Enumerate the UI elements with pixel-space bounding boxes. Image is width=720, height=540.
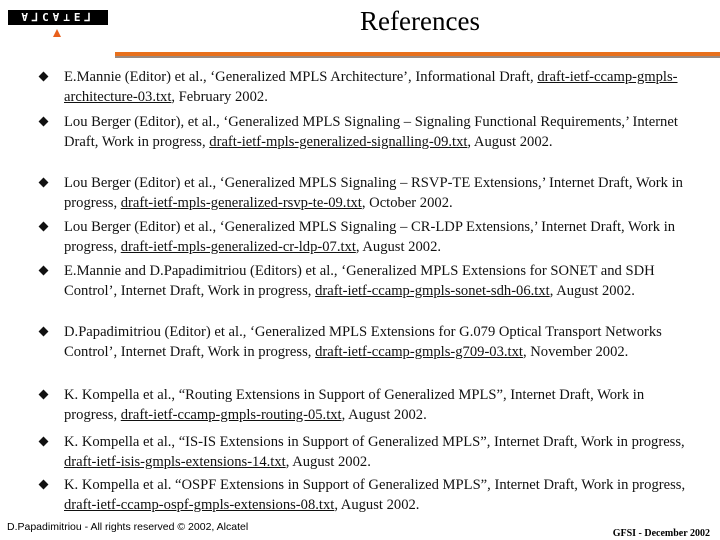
reference-text: K. Kompella et al., “Routing Extensions …	[64, 387, 645, 423]
reference-link[interactable]: draft-ietf-ccamp-gmpls-routing-05.txt	[120, 406, 342, 423]
reference-text: E.Mannie and D.Papadimitriou (Editors) e…	[64, 263, 655, 299]
reference-link[interactable]: draft-ietf-ccamp-gmpls-architecture-03.t…	[64, 69, 678, 105]
reference-text: , August 2002.	[355, 238, 442, 255]
reference-text: , August 2002.	[467, 133, 553, 150]
reference-link[interactable]: draft-ietf-ccamp-gmpls-sonet-sdh-06.txt	[315, 282, 550, 299]
reference-item: K. Kompella et al., “Routing Extensions …	[38, 386, 694, 425]
diamond-bullet-icon	[38, 116, 49, 127]
reference-text: E.Mannie (Editor) et al., ‘Generalized M…	[64, 69, 538, 85]
reference-text: K. Kompella et al. “OSPF Extensions in S…	[64, 477, 686, 493]
footer-copyright: D.Papadimitriou - All rights reserved © …	[7, 521, 249, 533]
reference-text: , August 2002.	[285, 453, 371, 470]
title-divider	[115, 52, 720, 58]
reference-text: D.Papadimitriou (Editor) et al., ‘Genera…	[64, 324, 662, 360]
reference-text: Lou Berger (Editor) et al., ‘Generalized…	[64, 175, 683, 211]
diamond-bullet-icon	[38, 265, 49, 276]
reference-item: Lou Berger (Editor) et al., ‘Generalized…	[38, 174, 694, 213]
reference-text: , November 2002.	[522, 343, 629, 360]
reference-text: K. Kompella et al., “IS-IS Extensions in…	[64, 434, 685, 450]
diamond-bullet-icon	[38, 177, 49, 188]
reference-item: D.Papadimitriou (Editor) et al., ‘Genera…	[38, 323, 694, 362]
alcatel-logo: ∀⅃C∀⊥E⅃	[8, 10, 108, 25]
reference-item: K. Kompella et al. “OSPF Extensions in S…	[38, 476, 694, 515]
reference-link[interactable]: draft-ietf-ccamp-gmpls-g709-03.txt	[315, 343, 523, 360]
reference-item: K. Kompella et al., “IS-IS Extensions in…	[38, 433, 694, 472]
reference-link[interactable]: draft-ietf-ccamp-ospf-gmpls-extensions-0…	[64, 496, 335, 513]
reference-text: , February 2002.	[171, 88, 268, 105]
reference-link[interactable]: draft-ietf-mpls-generalized-cr-ldp-07.tx…	[120, 238, 356, 255]
reference-text: Lou Berger (Editor) et al., ‘Generalized…	[64, 219, 676, 255]
page-title: References	[360, 6, 480, 36]
reference-text: , August 2002.	[334, 496, 420, 513]
diamond-bullet-icon	[38, 221, 49, 232]
reference-item: E.Mannie and D.Papadimitriou (Editors) e…	[38, 262, 694, 301]
reference-item: Lou Berger (Editor) et al., ‘Generalized…	[38, 218, 694, 257]
reference-link[interactable]: draft-ietf-mpls-generalized-rsvp-te-09.t…	[120, 194, 362, 211]
reference-link[interactable]: draft-ietf-isis-gmpls-extensions-14.txt	[64, 453, 286, 470]
reference-text: , October 2002.	[361, 194, 453, 211]
diamond-bullet-icon	[38, 71, 49, 82]
diamond-bullet-icon	[38, 326, 49, 337]
logo-triangle-icon	[53, 29, 61, 37]
diamond-bullet-icon	[38, 436, 49, 447]
reference-item: Lou Berger (Editor), et al., ‘Generalize…	[38, 113, 694, 152]
reference-text: , August 2002.	[341, 406, 427, 423]
diamond-bullet-icon	[38, 389, 49, 400]
reference-item: E.Mannie (Editor) et al., ‘Generalized M…	[38, 68, 694, 107]
reference-text: , August 2002.	[549, 282, 635, 299]
diamond-bullet-icon	[38, 479, 49, 490]
footer-event-date: GFSI - December 2002	[612, 528, 710, 539]
reference-text: Lou Berger (Editor), et al., ‘Generalize…	[64, 114, 678, 150]
reference-link[interactable]: draft-ietf-mpls-generalized-signalling-0…	[209, 133, 468, 150]
